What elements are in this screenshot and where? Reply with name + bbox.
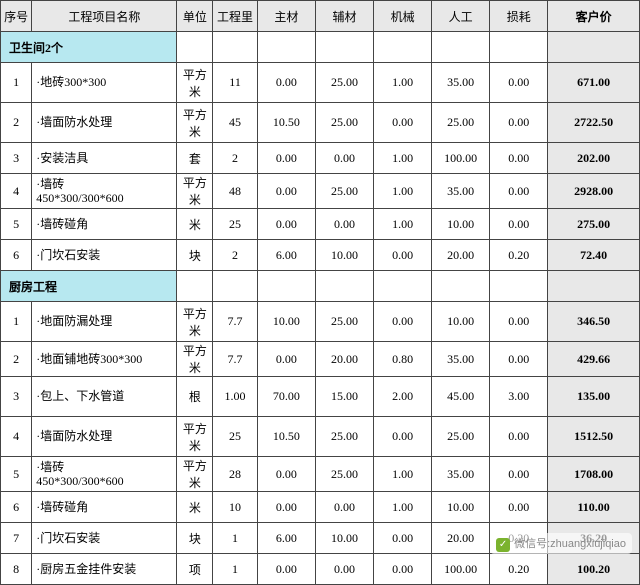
col-header: 工程里 [213, 1, 258, 32]
cost-table: 序号工程项目名称单位工程里主材辅材机械人工损耗客户价 卫生间2个1·地砖300*… [0, 0, 640, 585]
table-row: 1·地面防漏处理平方米7.710.0025.000.0010.000.00346… [1, 302, 640, 342]
col-header: 单位 [177, 1, 213, 32]
watermark: ✓微信号:zhuangxiujiqiao [490, 533, 632, 554]
table-row: 5·墙砖碰角米250.000.001.0010.000.00275.00 [1, 209, 640, 240]
table-row: 1·地砖300*300平方米110.0025.001.0035.000.0067… [1, 63, 640, 103]
table-row: 4·墙面防水处理平方米2510.5025.000.0025.000.001512… [1, 417, 640, 457]
col-header: 人工 [432, 1, 490, 32]
section-title: 卫生间2个 [1, 32, 177, 63]
table-row: 2·墙面防水处理平方米4510.5025.000.0025.000.002722… [1, 103, 640, 143]
col-header: 工程项目名称 [32, 1, 177, 32]
wechat-icon: ✓ [496, 538, 510, 552]
col-header: 序号 [1, 1, 32, 32]
table-row: 3·安装洁具套20.000.001.00100.000.00202.00 [1, 143, 640, 174]
table-row: 5·墙砖450*300/300*600平方米280.0025.001.0035.… [1, 457, 640, 492]
col-header: 辅材 [315, 1, 373, 32]
table-row: 6·墙砖碰角米100.000.001.0010.000.00110.00 [1, 492, 640, 523]
table-row: 6·门坎石安装块26.0010.000.0020.000.2072.40 [1, 240, 640, 271]
section-title: 厨房工程 [1, 271, 177, 302]
col-header: 主材 [257, 1, 315, 32]
table-row: 4·墙砖450*300/300*600平方米480.0025.001.0035.… [1, 174, 640, 209]
table-row: 8·厨房五金挂件安装项10.000.000.00100.000.20100.20 [1, 554, 640, 585]
col-header: 损耗 [490, 1, 548, 32]
table-row: 2·地面铺地砖300*300平方米7.70.0020.000.8035.000.… [1, 342, 640, 377]
col-header: 机械 [374, 1, 432, 32]
col-header: 客户价 [548, 1, 640, 32]
table-row: 3·包上、下水管道根1.0070.0015.002.0045.003.00135… [1, 377, 640, 417]
